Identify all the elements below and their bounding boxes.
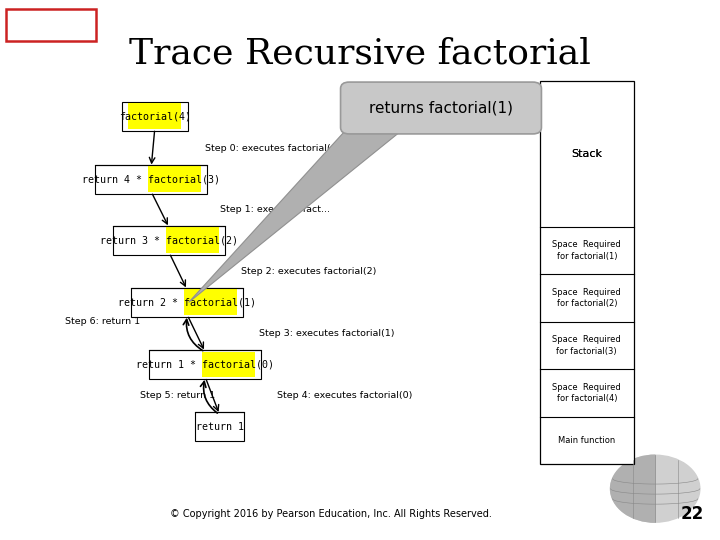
Bar — [202, 352, 255, 377]
Text: return 2 * factorial(1): return 2 * factorial(1) — [118, 298, 256, 307]
Bar — [131, 288, 243, 317]
Circle shape — [611, 455, 700, 522]
Bar — [95, 165, 207, 194]
Text: Step 2: executes factorial(2): Step 2: executes factorial(2) — [241, 267, 377, 275]
Text: Main function: Main function — [558, 436, 616, 445]
Text: © Copyright 2016 by Pearson Education, Inc. All Rights Reserved.: © Copyright 2016 by Pearson Education, I… — [170, 509, 492, 519]
Bar — [113, 226, 225, 255]
Bar — [149, 350, 261, 379]
Wedge shape — [611, 455, 655, 522]
Text: Stack: Stack — [571, 149, 603, 159]
Text: Step 1: executes fact...: Step 1: executes fact... — [220, 205, 330, 214]
Polygon shape — [189, 126, 407, 302]
Text: animation: animation — [21, 20, 81, 30]
Text: Space  Required
for factorial(3): Space Required for factorial(3) — [552, 335, 621, 356]
Text: return 4 * factorial(3): return 4 * factorial(3) — [82, 174, 220, 184]
Text: return 1: return 1 — [196, 422, 243, 431]
Bar — [148, 166, 201, 192]
Text: Stack: Stack — [571, 149, 603, 159]
Bar — [128, 103, 181, 129]
Text: Step 0: executes factorial(4): Step 0: executes factorial(4) — [205, 144, 341, 153]
FancyBboxPatch shape — [6, 9, 96, 40]
Text: returns factorial(1): returns factorial(1) — [369, 100, 513, 116]
FancyBboxPatch shape — [341, 82, 541, 134]
Text: Space  Required
for factorial(2): Space Required for factorial(2) — [552, 288, 621, 308]
Bar — [540, 81, 634, 464]
Text: return 1 * factorial(0): return 1 * factorial(0) — [136, 360, 274, 369]
Bar — [184, 289, 237, 315]
Text: Space  Required
for factorial(4): Space Required for factorial(4) — [552, 383, 621, 403]
Text: Step 3: executes factorial(1): Step 3: executes factorial(1) — [259, 329, 395, 338]
Text: Step 5: return 1: Step 5: return 1 — [140, 391, 215, 400]
Text: Step 6: return 1: Step 6: return 1 — [65, 317, 140, 326]
Text: 22: 22 — [681, 505, 704, 523]
Bar — [195, 412, 244, 441]
Bar — [166, 227, 219, 253]
Text: return 3 * factorial(2): return 3 * factorial(2) — [100, 235, 238, 245]
Text: Trace Recursive factorial: Trace Recursive factorial — [129, 37, 591, 71]
Text: Space  Required
for factorial(1): Space Required for factorial(1) — [552, 240, 621, 260]
Bar — [122, 102, 188, 131]
Text: Step 4: executes factorial(0): Step 4: executes factorial(0) — [277, 391, 413, 400]
Text: factorial(4): factorial(4) — [119, 111, 191, 121]
